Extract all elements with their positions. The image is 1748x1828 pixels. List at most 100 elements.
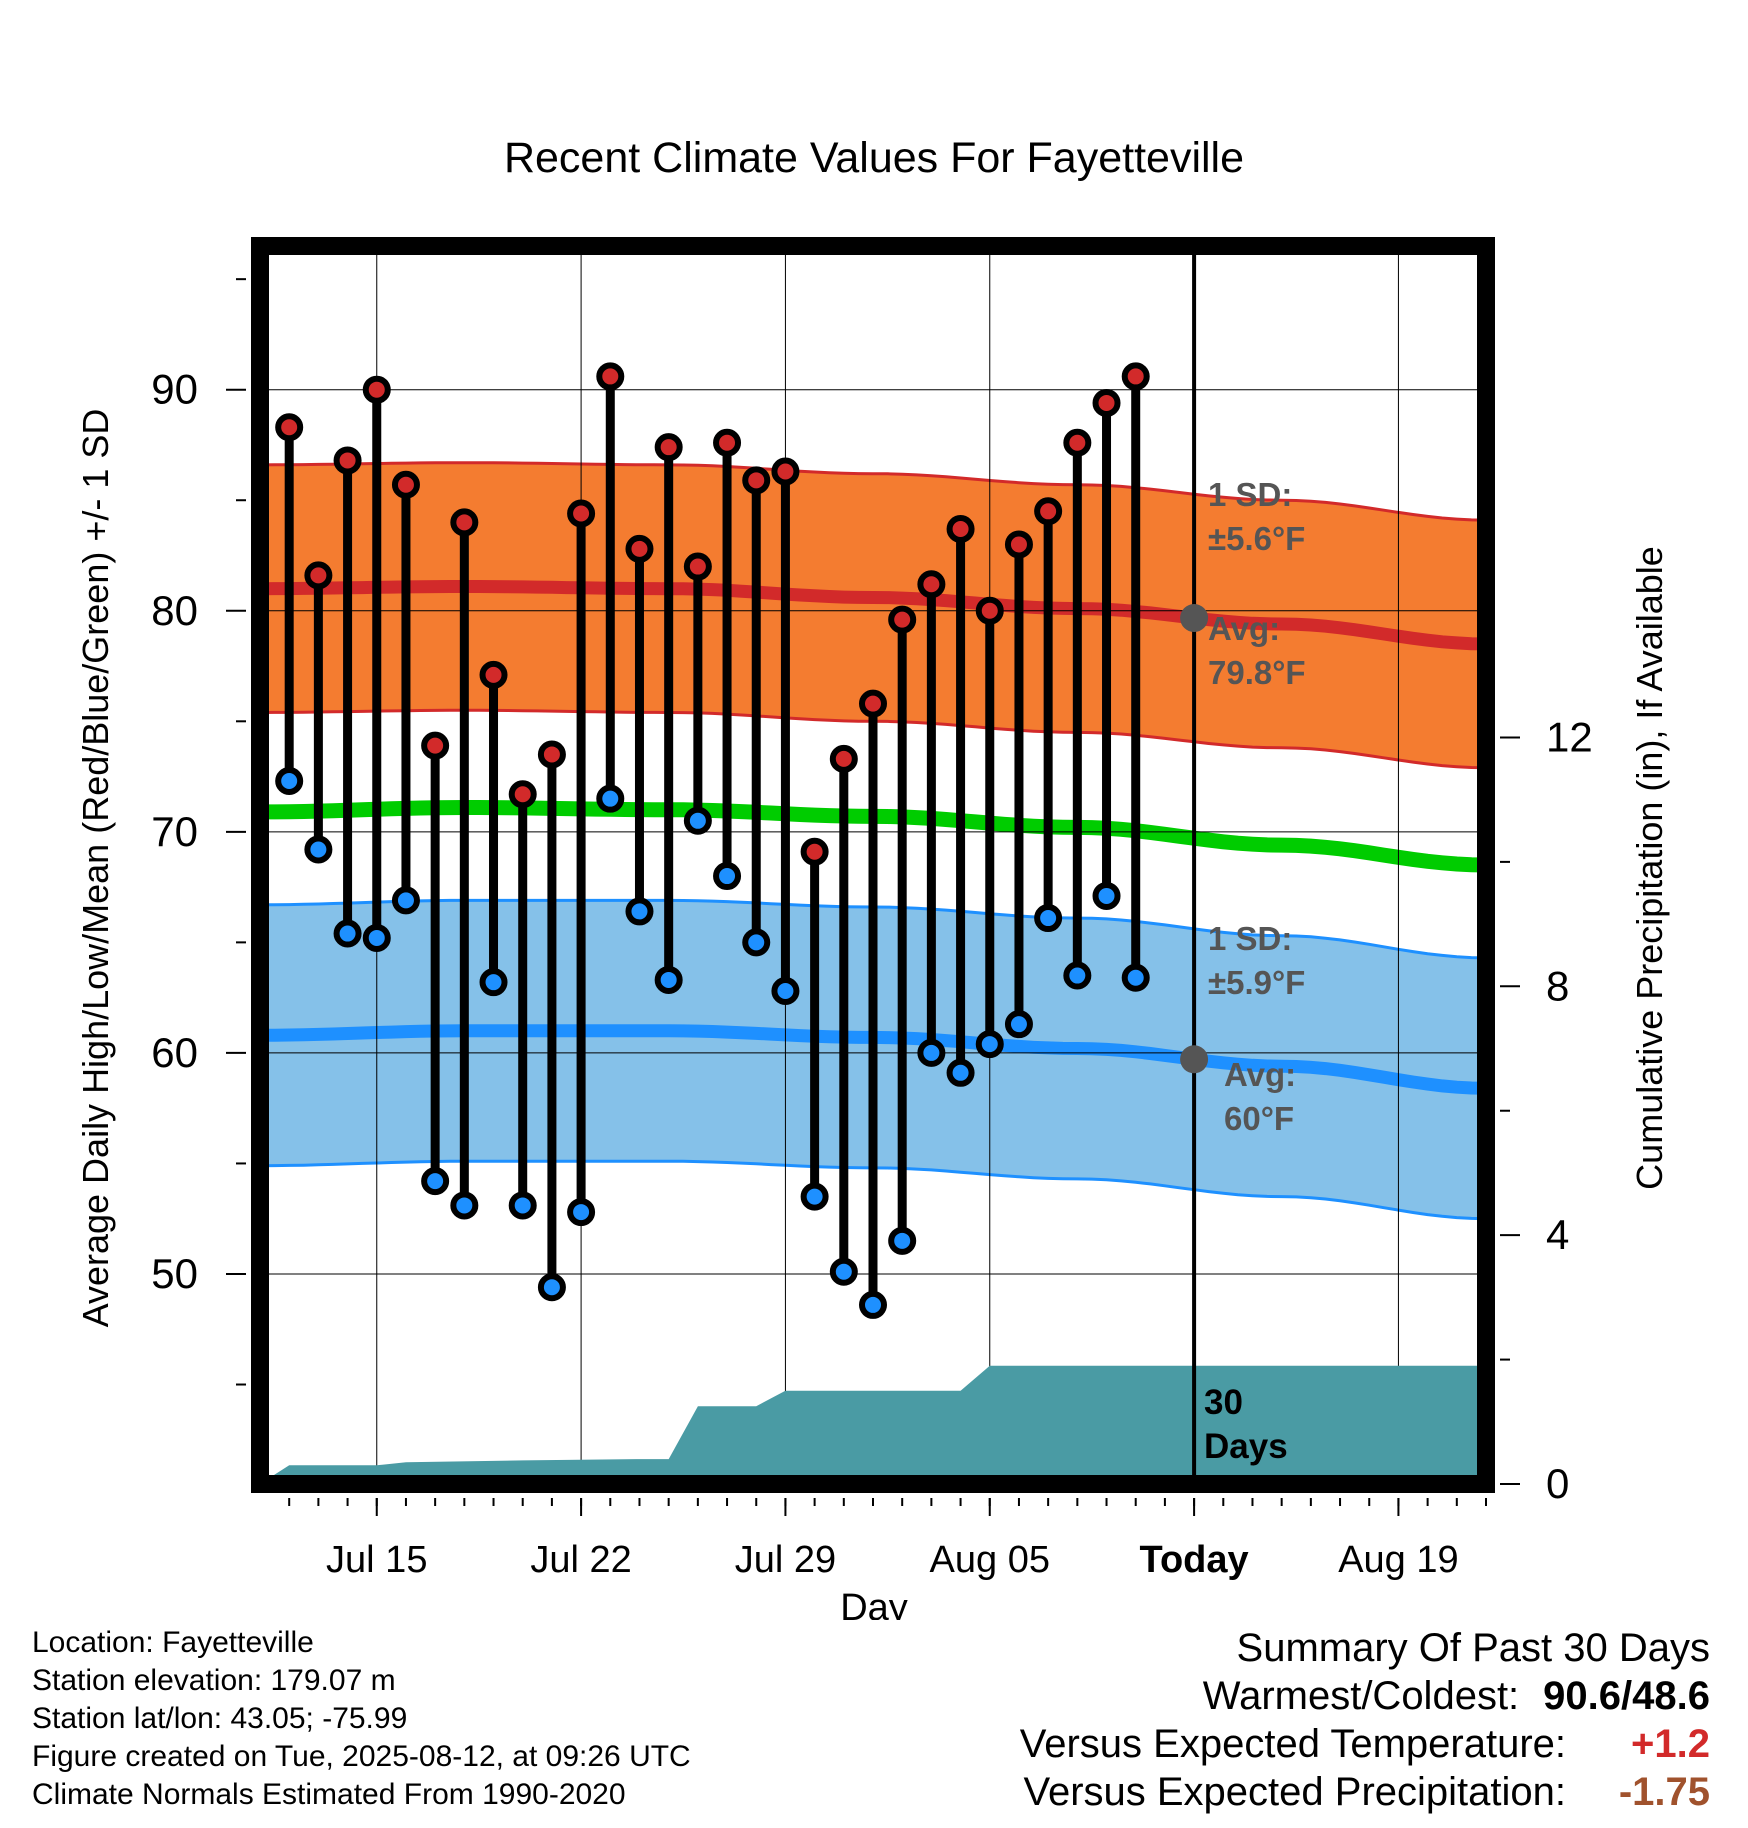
daily-low-point xyxy=(567,1198,596,1227)
daily-high-point xyxy=(654,433,683,462)
station-info: Location: Fayetteville Station elevation… xyxy=(32,1624,691,1814)
daily-high-point xyxy=(567,499,596,528)
daily-low-point xyxy=(333,919,362,948)
daily-low-point xyxy=(479,968,508,997)
summary-precip-row: Versus Expected Precipitation: -1.75 xyxy=(1020,1768,1710,1816)
y-tick-label: 60 xyxy=(151,1029,198,1076)
daily-high-point xyxy=(917,570,946,599)
summary-panel: Summary Of Past 30 Days Warmest/Coldest:… xyxy=(1020,1624,1710,1816)
daily-low-point xyxy=(742,928,771,957)
y-tick-label: 50 xyxy=(151,1250,198,1297)
low-sd-value: ±5.9°F xyxy=(1208,964,1305,1001)
daily-low-point xyxy=(391,886,420,915)
x-tick-label: Jul 15 xyxy=(326,1539,427,1581)
today-low-avg-marker xyxy=(1180,1045,1209,1074)
daily-low-point xyxy=(975,1030,1004,1059)
daily-low-point xyxy=(1004,1010,1033,1039)
daily-high-point xyxy=(713,428,742,457)
daily-low-point xyxy=(859,1290,887,1319)
high-sd-band-upper-edge xyxy=(259,461,1487,522)
daily-low-point xyxy=(1121,963,1150,992)
daily-high-point xyxy=(946,514,975,543)
daily-high-point xyxy=(859,689,887,718)
daily-low-point xyxy=(421,1167,450,1196)
daily-low-point xyxy=(800,1182,829,1211)
y2-tick-label: 8 xyxy=(1546,962,1569,1009)
latlon-text: Station lat/lon: 43.05; -75.99 xyxy=(32,1702,408,1735)
y-tick-label: 70 xyxy=(151,808,198,855)
daily-high-point xyxy=(596,362,625,391)
high-sd-band xyxy=(260,462,1486,768)
climate-chart: Recent Climate Values For Fayetteville 1… xyxy=(75,134,1670,1620)
y2-axis-label: Cumulative Precipitation (in), If Availa… xyxy=(1629,546,1670,1190)
summary-warmest-row: Warmest/Coldest: 90.6/48.6 xyxy=(1020,1672,1710,1720)
x-tick-label: Jul 22 xyxy=(530,1539,631,1581)
plot-area: 1 SD: ±5.6°F Avg: 79.8°F 1 SD: ±5.9°F Avg: 60°F… xyxy=(151,237,1593,1581)
daily-high-point xyxy=(683,552,712,581)
temp-value: +1.2 xyxy=(1631,1722,1710,1766)
daily-high-point xyxy=(1004,530,1033,559)
daily-low-point xyxy=(625,897,654,926)
low-avg-value: 60°F xyxy=(1224,1100,1294,1137)
daily-low-point xyxy=(1092,881,1121,910)
daily-low-point xyxy=(596,784,625,813)
y-tick-label: 90 xyxy=(151,366,198,413)
daily-high-point xyxy=(1092,388,1121,417)
summary-temp-row: Versus Expected Temperature: +1.2 xyxy=(1020,1720,1710,1768)
chart-title: Recent Climate Values For Fayetteville xyxy=(504,134,1244,182)
daily-low-point xyxy=(275,766,304,795)
precip-label: Versus Expected Precipitation: xyxy=(1023,1770,1566,1814)
daily-low-point xyxy=(304,835,333,864)
daily-high-point xyxy=(508,780,537,809)
summary-title: Summary Of Past 30 Days xyxy=(1236,1626,1710,1670)
daily-high-point xyxy=(450,508,479,537)
daily-high-point xyxy=(1063,428,1092,457)
temp-label: Versus Expected Temperature: xyxy=(1019,1722,1566,1766)
low-avg-label: Avg: xyxy=(1224,1056,1296,1093)
daily-high-point xyxy=(1034,497,1063,526)
daily-low-point xyxy=(713,862,742,891)
x-axis-label: Day xyxy=(840,1587,908,1620)
daily-high-point xyxy=(888,605,917,634)
daily-high-point xyxy=(362,375,391,404)
low-sd-label: 1 SD: xyxy=(1208,920,1292,957)
y-tick-label: 80 xyxy=(151,587,198,634)
daily-high-point xyxy=(975,596,1004,625)
daily-low-point xyxy=(654,965,683,994)
x-tick-label: Jul 29 xyxy=(735,1539,836,1581)
daily-high-point xyxy=(771,457,800,486)
location-text: Location: Fayetteville xyxy=(32,1626,314,1659)
precipitation-area xyxy=(260,1365,1486,1484)
y-axis-label: Average Daily High/Low/Mean (Red/Blue/Gr… xyxy=(75,409,116,1328)
daily-low-point xyxy=(888,1226,917,1255)
daily-low-point xyxy=(829,1257,858,1286)
daily-high-point xyxy=(304,561,333,590)
daily-low-point xyxy=(1063,961,1092,990)
daily-high-point xyxy=(1121,362,1150,391)
daily-low-point xyxy=(771,977,800,1006)
daily-high-point xyxy=(537,740,566,769)
days-label-text: Days xyxy=(1204,1427,1288,1466)
y2-tick-label: 0 xyxy=(1546,1460,1569,1507)
daily-high-point xyxy=(421,731,450,760)
today-high-avg-marker xyxy=(1180,604,1209,633)
daily-high-point xyxy=(479,660,508,689)
daily-low-point xyxy=(362,923,391,952)
daily-high-point xyxy=(742,466,771,495)
high-avg-value: 79.8°F xyxy=(1208,654,1306,691)
plot-frame xyxy=(251,237,1495,1493)
elevation-text: Station elevation: 179.07 m xyxy=(32,1664,396,1697)
high-sd-label: 1 SD: xyxy=(1208,476,1292,513)
warmest-label: Warmest/Coldest: xyxy=(1202,1674,1520,1718)
daily-low-point xyxy=(450,1191,479,1220)
daily-high-point xyxy=(333,446,362,475)
precip-value: -1.75 xyxy=(1618,1770,1710,1814)
y2-tick-label: 4 xyxy=(1546,1211,1569,1258)
daily-high-point xyxy=(275,413,304,442)
days-label-number: 30 xyxy=(1204,1383,1243,1422)
high-avg-label: Avg: xyxy=(1208,610,1280,647)
daily-low-point xyxy=(946,1058,975,1087)
x-tick-label: Aug 05 xyxy=(930,1539,1050,1581)
daily-low-point xyxy=(683,806,712,835)
normals-text: Climate Normals Estimated From 1990-2020 xyxy=(32,1778,626,1811)
